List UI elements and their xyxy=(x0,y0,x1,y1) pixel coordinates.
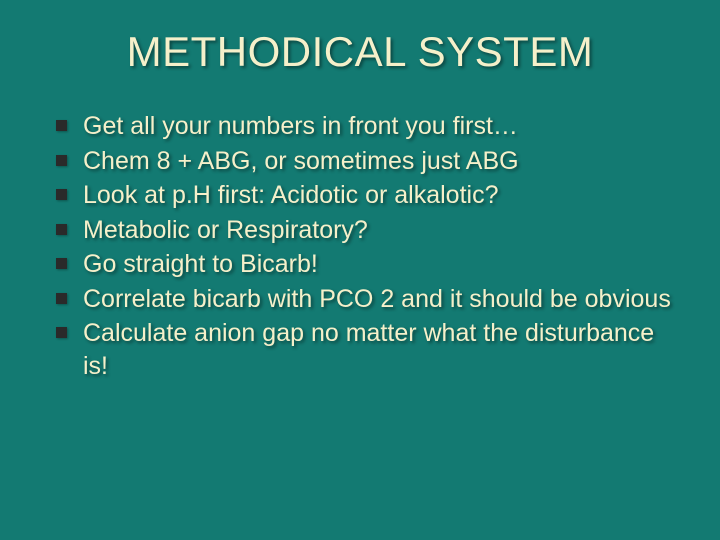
list-item: Get all your numbers in front you first… xyxy=(56,110,672,143)
bullet-text: Get all your numbers in front you first… xyxy=(83,110,672,143)
square-bullet-icon xyxy=(56,327,67,338)
square-bullet-icon xyxy=(56,120,67,131)
slide: METHODICAL SYSTEM Get all your numbers i… xyxy=(0,0,720,540)
bullet-text: Look at p.H first: Acidotic or alkalotic… xyxy=(83,179,672,212)
list-item: Metabolic or Respiratory? xyxy=(56,214,672,247)
square-bullet-icon xyxy=(56,155,67,166)
bullet-list: Get all your numbers in front you first…… xyxy=(48,110,672,382)
list-item: Look at p.H first: Acidotic or alkalotic… xyxy=(56,179,672,212)
bullet-text: Go straight to Bicarb! xyxy=(83,248,672,281)
list-item: Correlate bicarb with PCO 2 and it shoul… xyxy=(56,283,672,316)
bullet-text: Metabolic or Respiratory? xyxy=(83,214,672,247)
bullet-text: Correlate bicarb with PCO 2 and it shoul… xyxy=(83,283,672,316)
list-item: Chem 8 + ABG, or sometimes just ABG xyxy=(56,145,672,178)
bullet-text: Chem 8 + ABG, or sometimes just ABG xyxy=(83,145,672,178)
slide-title: METHODICAL SYSTEM xyxy=(48,28,672,76)
square-bullet-icon xyxy=(56,258,67,269)
list-item: Go straight to Bicarb! xyxy=(56,248,672,281)
list-item: Calculate anion gap no matter what the d… xyxy=(56,317,672,382)
bullet-text: Calculate anion gap no matter what the d… xyxy=(83,317,672,382)
square-bullet-icon xyxy=(56,224,67,235)
square-bullet-icon xyxy=(56,293,67,304)
square-bullet-icon xyxy=(56,189,67,200)
